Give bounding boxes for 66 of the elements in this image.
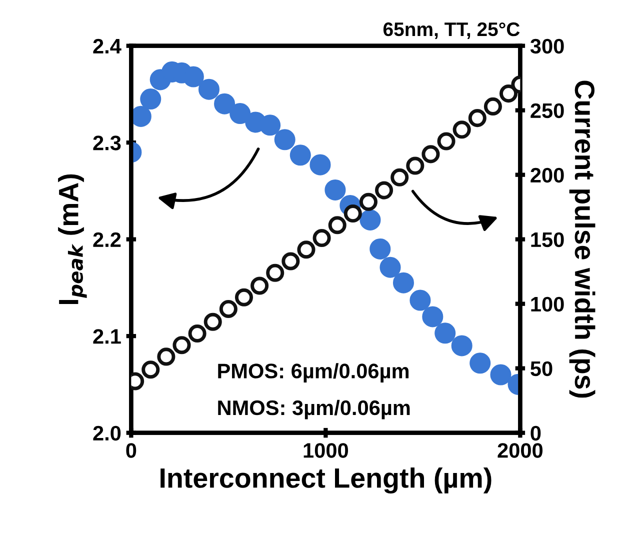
point: [198, 78, 220, 100]
x-axis-title: Interconnect Length (µm): [160, 468, 492, 494]
point: [360, 209, 381, 230]
point: [328, 216, 346, 234]
text: 65nm, TT, 25°C: [383, 22, 520, 39]
y2-tick-label: 300: [530, 38, 564, 54]
y2-tick-label: 150: [531, 232, 564, 248]
x-tick-label: 2000: [498, 443, 543, 458]
x-tick-label: 0: [126, 443, 136, 458]
point: [260, 114, 281, 136]
point: [468, 109, 486, 128]
point: [188, 324, 206, 343]
point: [310, 154, 331, 176]
point: [434, 322, 456, 344]
point: [219, 300, 238, 318]
point: [250, 276, 269, 295]
point: [410, 290, 431, 311]
point: [282, 252, 300, 270]
point: [344, 204, 362, 223]
point: [484, 97, 502, 116]
point: [172, 336, 191, 354]
annotation: NMOS: 3µm/0.06µm: [218, 400, 410, 420]
point: [490, 364, 512, 386]
point: [452, 120, 471, 139]
point: [230, 103, 251, 124]
annotation: PMOS: 6µm/0.06µm: [218, 363, 409, 383]
point: [140, 88, 162, 110]
x-tick-label: 1000: [304, 443, 348, 458]
point: [500, 84, 518, 103]
point: [142, 360, 160, 379]
point: [182, 66, 204, 88]
y-tick-label: 2.2: [93, 232, 121, 247]
point: [290, 144, 311, 166]
point: [375, 181, 394, 200]
point: [214, 93, 236, 114]
point: [437, 132, 456, 150]
y-tick-label: 2.4: [93, 38, 122, 54]
point: [274, 129, 296, 150]
point: [157, 348, 176, 366]
point: [392, 272, 414, 294]
point: [312, 229, 331, 248]
point: [131, 106, 152, 127]
y2-tick-label: 0: [530, 426, 541, 441]
point: [380, 256, 401, 278]
point: [370, 238, 391, 260]
y2-tick-label: 50: [530, 361, 552, 376]
point: [451, 335, 472, 356]
y2-tick-label: 100: [531, 296, 564, 312]
y-axis-title: I$_{peak}$ (mA): [58, 174, 87, 304]
point: [359, 192, 378, 211]
point: [297, 240, 316, 259]
point: [390, 168, 409, 186]
point: [422, 306, 444, 328]
point: [234, 288, 254, 306]
point: [204, 312, 222, 331]
point: [406, 156, 424, 175]
point: [266, 264, 284, 282]
y-tick-label: 2.0: [93, 426, 121, 441]
y2-tick-label: 200: [530, 168, 564, 183]
point: [470, 352, 491, 374]
point: [422, 145, 440, 164]
y2-tick-label: 250: [530, 103, 564, 118]
y2-axis-title: Current pulse width (ps): [569, 80, 596, 398]
y-tick-label: 2.3: [93, 136, 121, 150]
y-tick-label: 2.1: [93, 329, 121, 344]
point: [324, 179, 346, 200]
